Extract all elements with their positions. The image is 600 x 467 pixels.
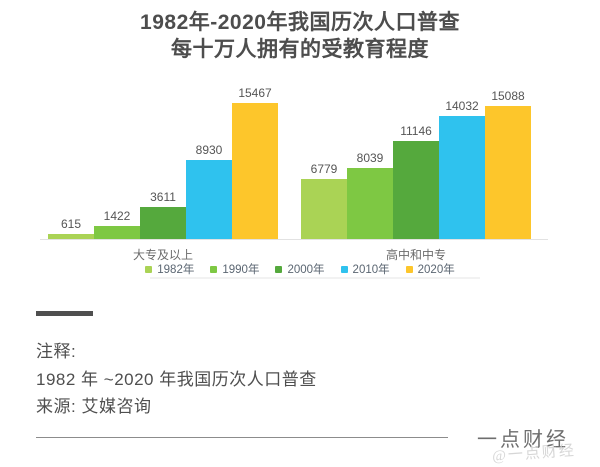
footer-divider-line	[36, 437, 448, 438]
notes-source: 来源: 艾媒咨询	[36, 397, 152, 416]
legend-item: 1990年	[210, 261, 259, 277]
notes-block: 注释: 1982 年 ~2020 年我国历次人口普查 来源: 艾媒咨询	[36, 338, 317, 421]
bar-group-highschool: 6779 8039 11146 14032 15088	[301, 89, 531, 239]
bar-value-label: 15467	[238, 86, 272, 100]
chart-legend: 1982年 1990年 2000年 2010年 2020年	[0, 261, 600, 277]
bar-column: 8930	[186, 143, 232, 239]
legend-label: 1982年	[157, 264, 195, 276]
bar-column: 3611	[140, 190, 186, 239]
bar-column: 1422	[94, 209, 140, 239]
bar	[301, 179, 347, 239]
legend-swatch-icon	[340, 265, 348, 273]
bar-group-college: 615 1422 3611 8930 15467	[48, 86, 278, 239]
legend-label: 2000年	[287, 264, 325, 276]
bar-column: 8039	[347, 151, 393, 239]
bar-value-label: 8039	[356, 151, 384, 165]
legend-item: 2010年	[340, 261, 390, 277]
bar-value-label: 3611	[150, 190, 176, 204]
legend-swatch-icon	[405, 265, 413, 273]
brand-watermark: @一点财经	[491, 443, 577, 465]
bar-value-label: 615	[60, 217, 82, 231]
bar-column: 11146	[393, 124, 439, 239]
legend-label: 1990年	[222, 264, 260, 276]
bar	[393, 141, 439, 239]
chart-title-line2: 每十万人拥有的受教育程度	[171, 38, 429, 61]
bar-value-label: 15088	[491, 89, 525, 103]
bar-value-label: 1422	[103, 209, 131, 223]
x-axis-label-college: 大专及以上	[132, 248, 193, 262]
legend-label: 2020年	[417, 264, 455, 276]
brand-logo-text: 一点财经	[477, 429, 569, 451]
bar-column: 6779	[301, 162, 347, 239]
bar-column: 615	[48, 217, 94, 239]
bar-value-label: 8930	[195, 143, 223, 157]
bar	[232, 103, 278, 239]
bar-column: 15467	[232, 86, 278, 239]
legend-swatch-icon	[275, 265, 283, 273]
bar	[94, 226, 140, 239]
notes-label: 注释:	[36, 342, 77, 361]
legend-label: 2010年	[352, 264, 390, 276]
legend-swatch-icon	[210, 265, 218, 273]
legend-item: 1982年	[145, 261, 194, 277]
x-axis-label-highschool: 高中和中专	[385, 248, 446, 262]
legend-item: 2020年	[405, 261, 455, 277]
chart-title-line1: 1982年-2020年我国历次人口普查	[140, 11, 460, 34]
bar	[347, 168, 393, 239]
bar	[439, 116, 485, 239]
bar-value-label: 11146	[400, 124, 432, 138]
divider-dash	[36, 311, 93, 316]
bar-column: 15088	[485, 89, 531, 239]
legend-swatch-icon	[145, 265, 153, 273]
notes-line: 1982 年 ~2020 年我国历次人口普查	[36, 369, 317, 389]
bar	[140, 207, 186, 239]
bar-value-label: 6779	[310, 162, 338, 176]
bar-chart: 615 1422 3611 8930 15467 6779 8039 11146 14032 1…	[40, 84, 548, 262]
legend-item: 2000年	[275, 261, 325, 277]
bar	[485, 106, 531, 239]
chart-title: 1982年-2020年我国历次人口普查 每十万人拥有的受教育程度	[0, 9, 600, 63]
bar	[186, 160, 232, 239]
chart-card-bottom-edge	[150, 277, 480, 279]
bar	[48, 234, 94, 239]
bar-column: 14032	[439, 99, 485, 239]
bar-value-label: 14032	[445, 99, 479, 113]
